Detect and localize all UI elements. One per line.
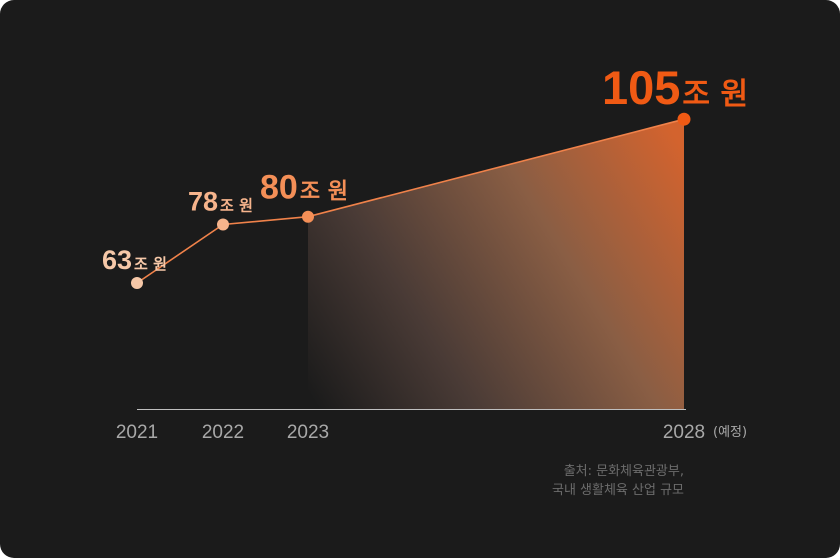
data-point-2028: [677, 112, 691, 126]
projection-area: [308, 119, 684, 409]
value-label-2021: 63 조 원: [102, 245, 167, 275]
data-point-2023: [302, 210, 314, 223]
tick-label-2022: 2022: [202, 422, 244, 443]
value-label-2028: 105조 원: [602, 61, 748, 114]
tick-label-2023: 2023: [287, 422, 329, 443]
data-point-2022: [217, 218, 229, 231]
value-label-2023: 80조 원: [260, 169, 348, 207]
tick-suffix-2028: (예정): [713, 425, 747, 440]
value-label-2022: 78 조 원: [188, 187, 253, 217]
tick-label-2021: 2021: [116, 422, 158, 443]
source-line-1: 출처: 문화체육관광부,: [563, 464, 684, 479]
source-line-2: 국내 생활체육 산업 규모: [552, 483, 684, 498]
trend-line: [136, 118, 685, 284]
tick-label-2028: 2028: [663, 422, 705, 443]
data-point-2021: [131, 277, 143, 289]
